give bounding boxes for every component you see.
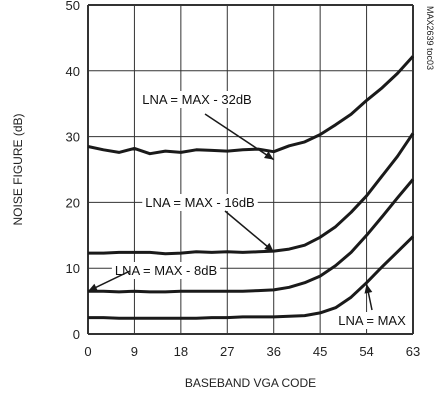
y-tick-labels: 0 10 20 30 40 50 [66,0,80,342]
annotation-bg [142,194,258,211]
x-tick-label: 36 [266,344,280,359]
x-tick-label: 54 [359,344,373,359]
x-tick-label: 18 [174,344,188,359]
y-tick-label: 50 [66,0,80,13]
series-line-0 [87,55,415,156]
x-axis-label: BASEBAND VGA CODE [185,376,316,390]
annotation-arrowhead [88,283,98,292]
x-tick-label: 45 [313,344,327,359]
x-tick-label: 0 [84,344,91,359]
x-tick-label: 63 [406,344,420,359]
y-axis-label: NOISE FIGURE (dB) [11,113,25,225]
annotation-arrowhead [264,242,274,252]
annotation-arrowhead [264,151,274,160]
series-line-1 [88,132,415,256]
y-tick-label: 30 [66,130,80,145]
chart-series [87,55,415,320]
annotation-label: LNA = MAX - 32dB [142,92,251,107]
annotation-bg [111,262,221,279]
annotation-arrowhead [364,283,373,294]
y-tick-label: 40 [66,64,80,79]
x-tick-label: 9 [131,344,138,359]
chart-annotations: LNA = MAX - 32dB LNA = MAX - 16dB LNA = MA… [87,91,410,329]
annotation-bg [335,312,410,329]
figure-id-label: MAX2639 toc03 [425,6,435,70]
y-tick-label: 10 [66,261,80,276]
x-tick-label: 27 [220,344,234,359]
series-line-3 [88,235,415,320]
y-tick-label: 0 [73,327,80,342]
annotation-label: LNA = MAX - 16dB [145,195,254,210]
annotation-bg [139,91,255,108]
y-tick-label: 20 [66,195,80,210]
annotation-arrow [224,210,275,253]
chart-grid [87,4,414,335]
annotation-arrow [204,113,275,161]
series-line-2 [88,178,415,294]
annotation-label: LNA = MAX [338,313,406,328]
x-tick-labels: 0 9 18 27 36 45 54 63 [84,344,420,359]
annotation-label: LNA = MAX - 8dB [115,263,217,278]
